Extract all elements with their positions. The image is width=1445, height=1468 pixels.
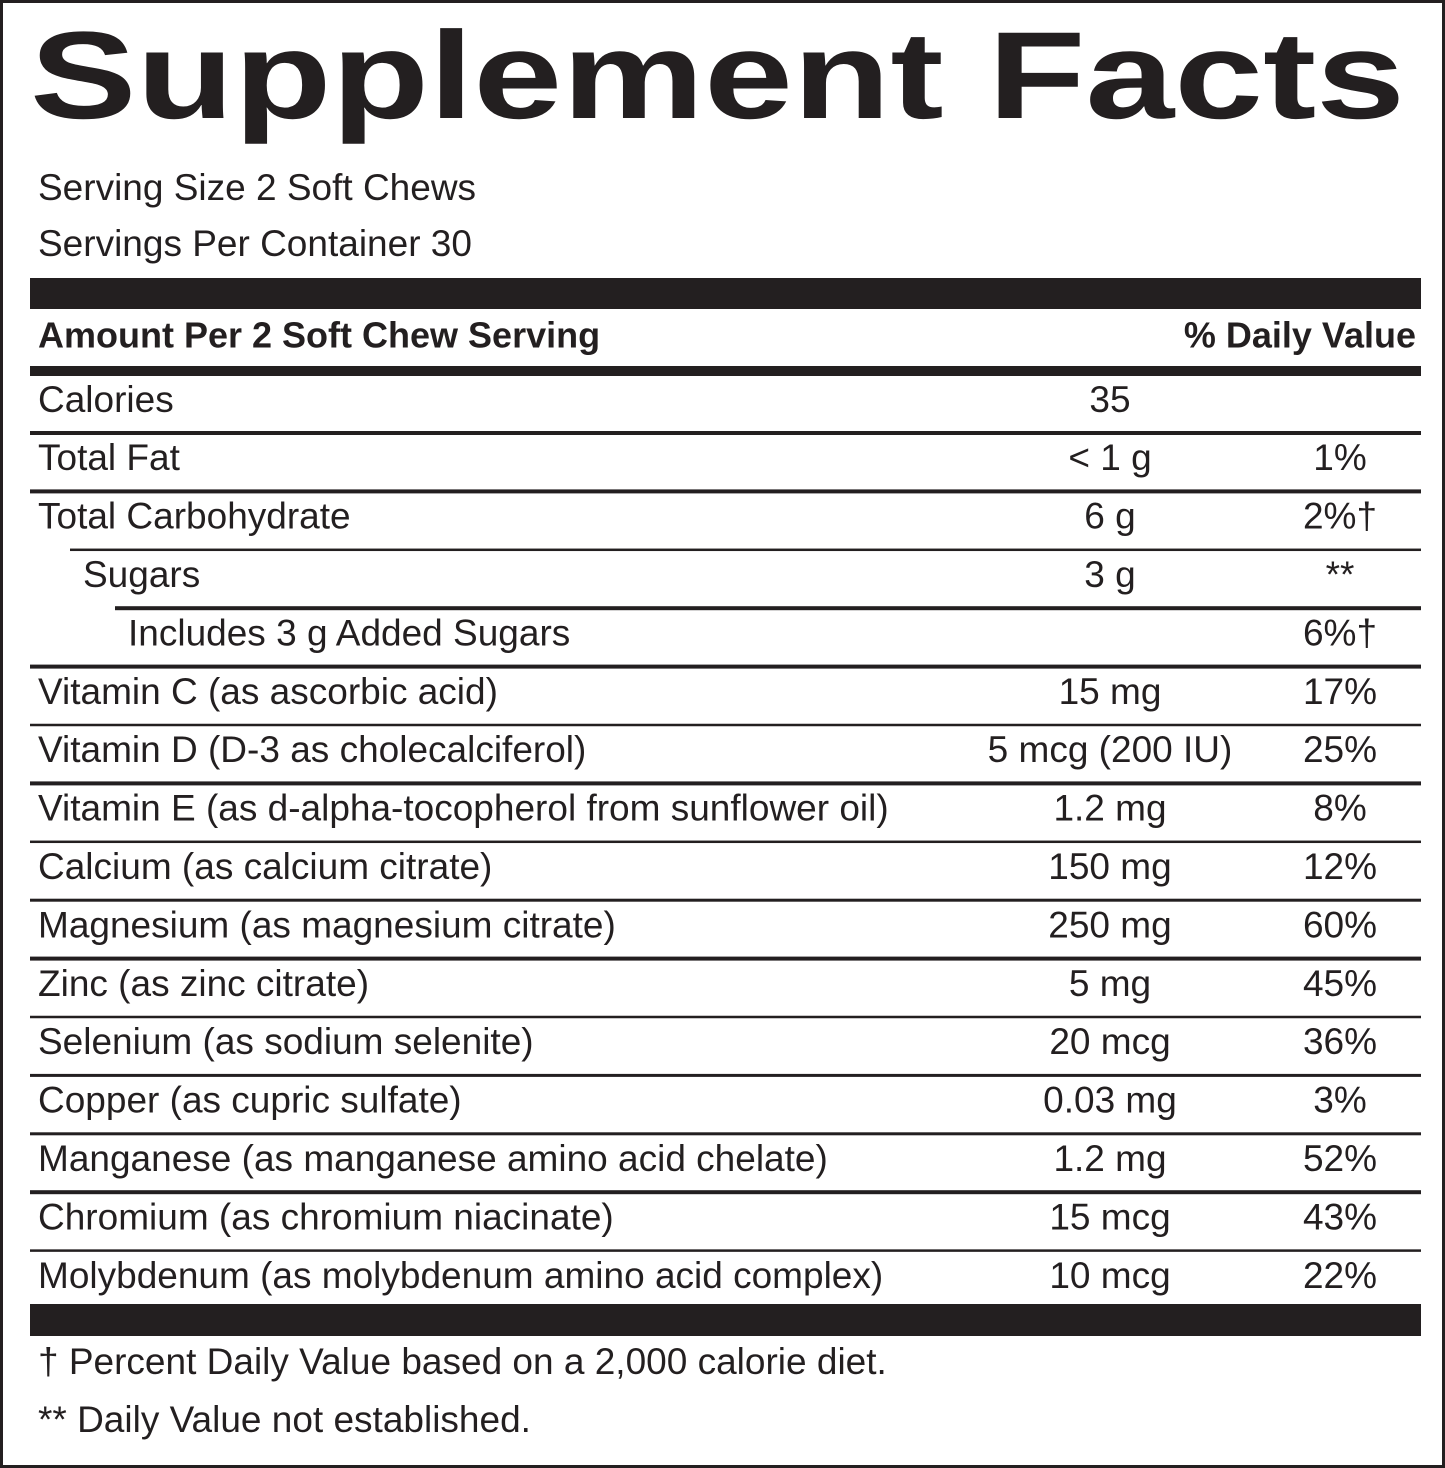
nutrient-name: Vitamin C (as ascorbic acid) — [38, 671, 498, 712]
daily-value: 22% — [1303, 1255, 1377, 1296]
header-amount: Amount Per 2 Soft Chew Serving — [38, 315, 600, 356]
nutrient-name: Includes 3 g Added Sugars — [128, 612, 570, 653]
nutrient-name: Total Carbohydrate — [38, 496, 351, 537]
nutrient-name: Magnesium (as magnesium citrate) — [38, 904, 616, 945]
row-rule — [115, 606, 1421, 611]
row-rule — [30, 664, 1421, 669]
amount: 5 mg — [1069, 963, 1151, 1004]
daily-value: 45% — [1303, 963, 1377, 1004]
amount: 0.03 mg — [1043, 1080, 1177, 1121]
daily-value: 12% — [1303, 846, 1377, 887]
title: Supplement Facts — [30, 7, 1405, 145]
serving-size: Serving Size 2 Soft Chews — [38, 167, 476, 208]
nutrient-name: Copper (as cupric sulfate) — [38, 1080, 462, 1121]
daily-value: 17% — [1303, 671, 1377, 712]
row-rule — [30, 723, 1421, 727]
daily-value: 60% — [1303, 904, 1377, 945]
nutrient-name: Calories — [38, 379, 174, 420]
daily-value: 2%† — [1303, 496, 1377, 537]
row-rule — [30, 956, 1421, 961]
row-rule — [30, 781, 1421, 786]
amount: < 1 g — [1068, 437, 1151, 478]
nutrient-name: Zinc (as zinc citrate) — [38, 963, 369, 1004]
row-rule — [70, 548, 1421, 552]
row-rule — [30, 1073, 1421, 1077]
daily-value: 52% — [1303, 1138, 1377, 1179]
amount: 250 mg — [1048, 904, 1171, 945]
amount: 15 mg — [1059, 671, 1162, 712]
row-rule — [30, 840, 1421, 844]
daily-value: 6%† — [1303, 612, 1377, 653]
amount: 35 — [1089, 379, 1130, 420]
amount: 3 g — [1084, 554, 1135, 595]
daily-value: 8% — [1313, 788, 1366, 829]
amount: 5 mcg (200 IU) — [988, 729, 1233, 770]
nutrient-name: Manganese (as manganese amino acid chela… — [38, 1138, 828, 1179]
amount: 150 mg — [1048, 846, 1171, 887]
nutrient-name: Selenium (as sodium selenite) — [38, 1021, 534, 1062]
row-rule — [30, 1132, 1421, 1136]
daily-value: 36% — [1303, 1021, 1377, 1062]
daily-value: 1% — [1313, 437, 1366, 478]
servings-per-container: Servings Per Container 30 — [38, 223, 472, 264]
footnote: ** Daily Value not established. — [38, 1399, 531, 1440]
nutrient-name: Total Fat — [38, 437, 181, 478]
amount: 20 mcg — [1049, 1021, 1170, 1062]
header-rule — [30, 366, 1421, 376]
nutrient-name: Sugars — [83, 554, 200, 595]
row-rule — [30, 1015, 1421, 1019]
row-rule — [30, 1249, 1421, 1252]
row-rule — [30, 1190, 1421, 1195]
nutrient-name: Molybdenum (as molybdenum amino acid com… — [38, 1255, 883, 1296]
amount: 10 mcg — [1049, 1255, 1170, 1296]
nutrient-name: Chromium (as chromium niacinate) — [38, 1196, 614, 1237]
amount: 1.2 mg — [1053, 1138, 1166, 1179]
daily-value: ** — [1326, 554, 1355, 595]
nutrient-name: Vitamin D (D-3 as cholecalciferol) — [38, 729, 586, 770]
thick-bar — [30, 278, 1421, 309]
thick-bar — [30, 1304, 1421, 1336]
nutrient-name: Calcium (as calcium citrate) — [38, 846, 492, 887]
amount: 15 mcg — [1049, 1196, 1170, 1237]
amount: 6 g — [1084, 496, 1135, 537]
nutrient-name: Vitamin E (as d-alpha-tocopherol from su… — [38, 788, 889, 829]
footnote: † Percent Daily Value based on a 2,000 c… — [38, 1341, 887, 1382]
row-rule — [30, 431, 1421, 435]
row-rule — [30, 898, 1421, 902]
amount: 1.2 mg — [1053, 788, 1166, 829]
footnotes: † Percent Daily Value based on a 2,000 c… — [38, 1341, 887, 1440]
row-rule — [30, 489, 1421, 494]
header-daily-value: % Daily Value — [1184, 315, 1416, 356]
daily-value: 3% — [1313, 1080, 1366, 1121]
rows: Calories 35 Total Fat < 1 g 1% Total Carbohyd… — [30, 379, 1421, 1296]
daily-value: 43% — [1303, 1196, 1377, 1237]
daily-value: 25% — [1303, 729, 1377, 770]
